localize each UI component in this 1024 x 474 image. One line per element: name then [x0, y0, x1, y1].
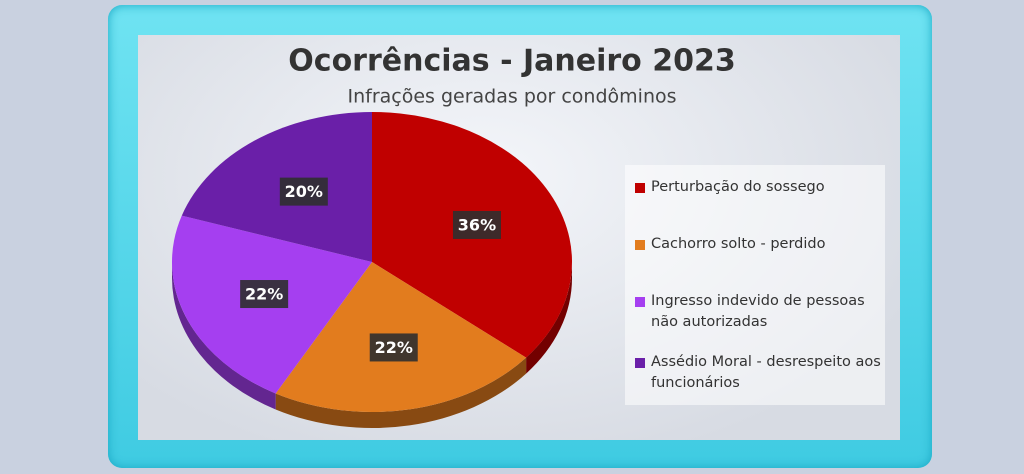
label-box [452, 210, 501, 239]
chart-title: Ocorrências - Janeiro 2023 [288, 44, 735, 79]
legend-swatch [635, 358, 645, 368]
label-box [240, 280, 289, 309]
label-box [369, 333, 418, 362]
legend-item: Cachorro solto - perdido [635, 234, 896, 255]
legend-swatch [635, 240, 645, 250]
slice-side [275, 357, 527, 428]
legend: Perturbação do sossego Cachorro solto - p… [625, 165, 885, 405]
data-label: 36% [458, 215, 496, 234]
chart-subtitle: Infrações geradas por condôminos [347, 86, 676, 108]
slice-side [526, 262, 572, 374]
legend-swatch [635, 297, 645, 307]
legend-label: Perturbação do sossego [651, 179, 825, 195]
data-label: 20% [285, 182, 323, 201]
slice-side [172, 262, 276, 410]
legend-label: Ingresso indevido de pessoas não autoriz… [651, 293, 865, 330]
data-label: 22% [375, 338, 413, 357]
data-label: 22% [245, 285, 283, 304]
legend-label: Cachorro solto - perdido [651, 236, 826, 252]
legend-swatch [635, 183, 645, 193]
label-box [279, 177, 328, 206]
legend-item: Assédio Moral - desrespeito aos funcioná… [635, 352, 896, 394]
legend-item: Perturbação do sossego [635, 177, 896, 198]
pie-slice [181, 112, 372, 262]
legend-item: Ingresso indevido de pessoas não autoriz… [635, 291, 896, 333]
legend-label: Assédio Moral - desrespeito aos funcioná… [651, 354, 881, 391]
